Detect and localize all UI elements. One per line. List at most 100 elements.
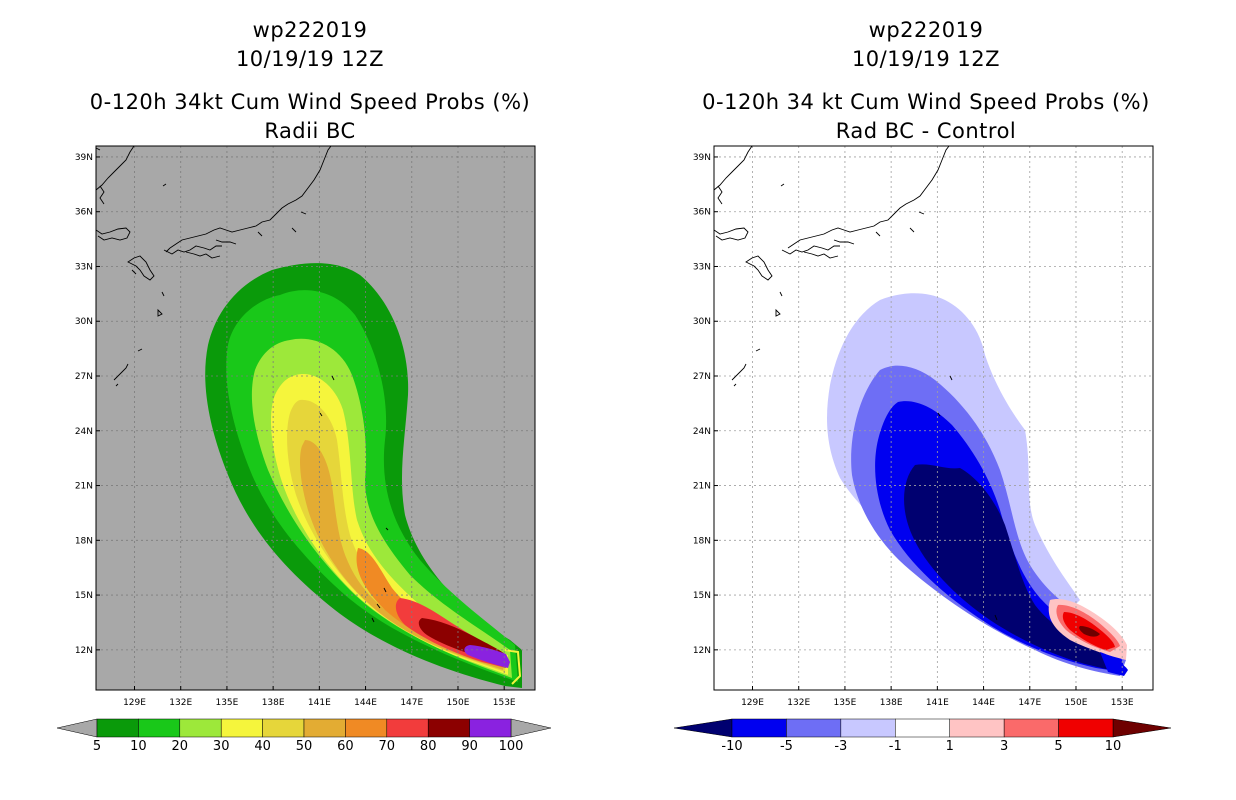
left-colorbar-box-8 bbox=[427, 718, 470, 738]
left-colorbar-box-6 bbox=[345, 718, 388, 738]
right-colorbar-label-1: -5 bbox=[780, 739, 793, 754]
left-colorbar-label-9: 90 bbox=[461, 739, 478, 754]
left-xtick-label-2: 135E bbox=[215, 698, 238, 708]
left-colorbar-label-3: 30 bbox=[213, 739, 230, 754]
left-colorbar-box-0 bbox=[96, 718, 139, 738]
right-colorbar-box-6 bbox=[1058, 718, 1114, 738]
left-colorbar-label-4: 40 bbox=[254, 739, 271, 754]
left-colorbar-box-7 bbox=[386, 718, 429, 738]
right-colorbar-label-5: 3 bbox=[1000, 739, 1008, 754]
right-colorbar-box-0 bbox=[731, 718, 787, 738]
right-colorbar-label-0: -10 bbox=[721, 739, 742, 754]
diff-contour-blue-tail bbox=[1100, 652, 1128, 676]
right-colorbar-label-6: 5 bbox=[1054, 739, 1062, 754]
right-title-line-3: 0-120h 34 kt Cum Wind Speed Probs (%) bbox=[702, 90, 1150, 114]
left-y-tick-labels: 12N 15N 18N 21N 24N 27N 30N 33N 36N 39N bbox=[75, 153, 100, 656]
left-xtick-label-8: 153E bbox=[493, 698, 516, 708]
diff-contour-plus10 bbox=[1079, 626, 1100, 637]
right-xtick-label-3: 138E bbox=[880, 698, 903, 708]
left-colorbar-label-8: 80 bbox=[420, 739, 437, 754]
left-colorbar-label-10: 100 bbox=[499, 739, 524, 754]
left-xtick-label-3: 138E bbox=[262, 698, 285, 708]
left-x-tick-labels: 129E 132E 135E 138E 141E 144E 147E 150E 153E bbox=[123, 686, 516, 708]
right-colorbar-label-2: -3 bbox=[834, 739, 847, 754]
right-ytick-label-7: 33N bbox=[693, 262, 711, 272]
right-xtick-label-7: 150E bbox=[1065, 698, 1088, 708]
right-xtick-label-4: 141E bbox=[926, 698, 949, 708]
right-ytick-label-6: 30N bbox=[693, 317, 711, 327]
left-ytick-label-9: 39N bbox=[75, 153, 93, 163]
left-colorbar-box-9 bbox=[469, 718, 512, 738]
left-probability-field bbox=[96, 146, 535, 690]
left-title-line-2: 10/19/19 12Z bbox=[235, 47, 385, 71]
prob-contour-outline bbox=[504, 649, 522, 685]
right-title-line-1: wp222019 bbox=[868, 18, 984, 42]
left-ytick-label-5: 27N bbox=[75, 372, 93, 382]
right-ytick-label-3: 21N bbox=[693, 482, 711, 492]
left-ytick-label-6: 30N bbox=[75, 317, 93, 327]
right-colorbar-label-3: -1 bbox=[889, 739, 902, 754]
right-ytick-label-1: 15N bbox=[693, 591, 711, 601]
left-ytick-label-1: 15N bbox=[75, 591, 93, 601]
right-xtick-label-6: 147E bbox=[1018, 698, 1041, 708]
right-coastlines bbox=[714, 146, 998, 621]
right-colorbar: -10 -5 -3 -1 1 3 5 10 bbox=[673, 718, 1172, 754]
left-ytick-label-2: 18N bbox=[75, 536, 93, 546]
left-colorbar-box-2 bbox=[179, 718, 222, 738]
right-colorbar-box-1 bbox=[786, 718, 842, 738]
right-map-frame bbox=[713, 145, 1154, 691]
left-colorbar-label-6: 60 bbox=[337, 739, 354, 754]
left-colorbar-label-2: 20 bbox=[172, 739, 189, 754]
right-ytick-label-2: 18N bbox=[693, 536, 711, 546]
right-xtick-label-1: 132E bbox=[787, 698, 810, 708]
prob-contour-60 bbox=[356, 548, 504, 664]
right-ytick-label-4: 24N bbox=[693, 427, 711, 437]
right-y-tick-labels: 12N 15N 18N 21N 24N 27N 30N 33N 36N 39N bbox=[693, 153, 718, 656]
left-xtick-label-5: 144E bbox=[354, 698, 377, 708]
right-colorbar-box-2 bbox=[840, 718, 896, 738]
left-map-frame bbox=[95, 145, 536, 691]
left-ytick-label-0: 12N bbox=[75, 646, 93, 656]
left-colorbar: 5 10 20 30 40 50 60 70 80 90 100 bbox=[56, 718, 552, 754]
right-colorbar-label-4: 1 bbox=[946, 739, 954, 754]
right-ytick-label-8: 36N bbox=[693, 208, 711, 218]
right-ytick-label-0: 12N bbox=[693, 646, 711, 656]
right-xtick-label-0: 129E bbox=[741, 698, 764, 708]
right-ytick-label-9: 39N bbox=[693, 153, 711, 163]
left-title-line-3: 0-120h 34kt Cum Wind Speed Probs (%) bbox=[89, 90, 531, 114]
prob-contour-50 bbox=[300, 440, 504, 670]
left-colorbar-start-cap bbox=[56, 718, 98, 738]
left-ytick-label-4: 24N bbox=[75, 427, 93, 437]
left-title-line-4: Radii BC bbox=[264, 119, 356, 143]
left-colorbar-label-1: 10 bbox=[130, 739, 147, 754]
right-ytick-label-5: 27N bbox=[693, 372, 711, 382]
left-title-line-1: wp222019 bbox=[252, 18, 368, 42]
left-colorbar-box-5 bbox=[303, 718, 346, 738]
right-xtick-label-5: 144E bbox=[972, 698, 995, 708]
right-xtick-label-8: 153E bbox=[1111, 698, 1134, 708]
left-ytick-label-7: 33N bbox=[75, 262, 93, 272]
right-colorbar-label-7: 10 bbox=[1105, 739, 1122, 754]
left-ytick-label-3: 21N bbox=[75, 482, 93, 492]
left-colorbar-label-7: 70 bbox=[379, 739, 396, 754]
left-xtick-label-6: 147E bbox=[400, 698, 423, 708]
right-title-line-2: 10/19/19 12Z bbox=[851, 47, 1001, 71]
left-map-panel: 129E 132E 135E 138E 141E 144E 147E 150E 153E 12N… bbox=[75, 145, 536, 708]
right-grid-lines bbox=[714, 146, 1153, 690]
right-colorbar-start-cap bbox=[673, 718, 733, 738]
right-x-tick-labels: 129E 132E 135E 138E 141E 144E 147E 150E 153E bbox=[741, 686, 1134, 708]
prob-contour-90 bbox=[464, 645, 510, 668]
left-xtick-label-4: 141E bbox=[308, 698, 331, 708]
left-grid-lines bbox=[96, 146, 535, 690]
left-colorbar-box-3 bbox=[220, 718, 263, 738]
left-xtick-label-7: 150E bbox=[447, 698, 470, 708]
right-colorbar-box-4 bbox=[949, 718, 1005, 738]
left-coastlines bbox=[96, 146, 389, 623]
left-colorbar-label-5: 50 bbox=[296, 739, 313, 754]
left-colorbar-label-0: 5 bbox=[93, 739, 101, 754]
diff-contour-minus10 bbox=[904, 464, 1112, 670]
right-title-line-4: Rad BC - Control bbox=[835, 119, 1017, 143]
left-colorbar-box-1 bbox=[138, 718, 181, 738]
left-colorbar-end-cap bbox=[510, 718, 552, 738]
